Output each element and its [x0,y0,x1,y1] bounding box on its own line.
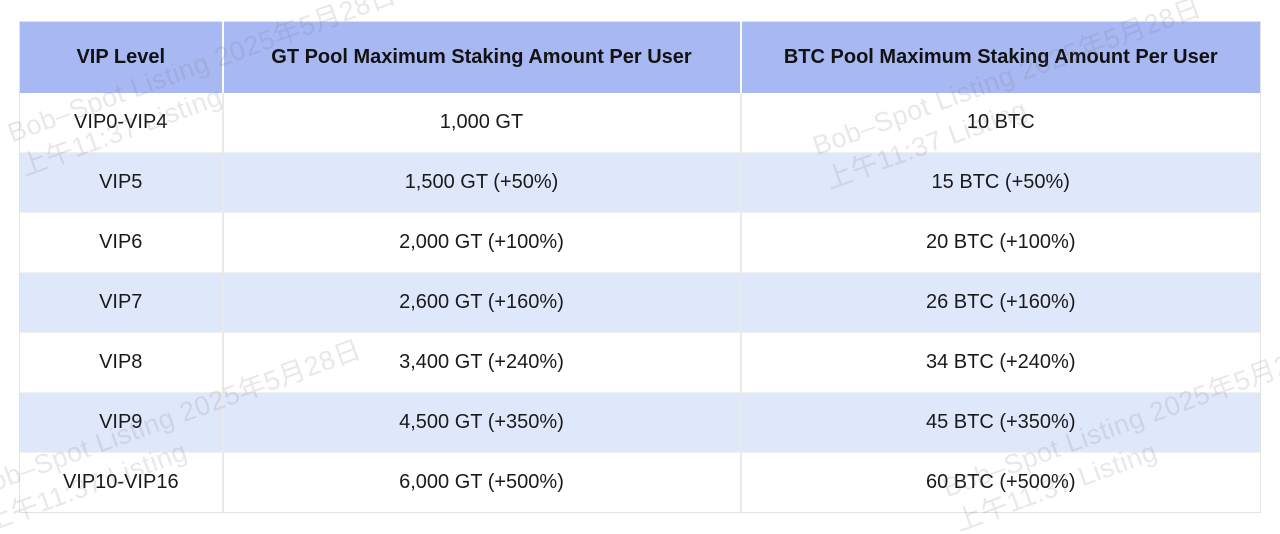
vip-level-cell: VIP0-VIP4 [19,92,224,153]
table-row: VIP7 2,600 GT (+160%) 26 BTC (+160%) [19,272,1261,333]
btc-pool-cell: 34 BTC (+240%) [740,332,1261,393]
gt-pool-cell: 3,400 GT (+240%) [222,332,742,393]
table-row: VIP8 3,400 GT (+240%) 34 BTC (+240%) [19,332,1261,393]
btc-pool-cell: 45 BTC (+350%) [740,392,1261,453]
gt-pool-cell: 6,000 GT (+500%) [222,452,742,513]
col-header-gt-pool: GT Pool Maximum Staking Amount Per User [222,21,742,93]
btc-pool-cell: 60 BTC (+500%) [740,452,1261,513]
vip-level-cell: VIP7 [19,272,224,333]
gt-pool-cell: 1,500 GT (+50%) [222,152,742,213]
table-header-row: VIP Level GT Pool Maximum Staking Amount… [19,21,1261,93]
staking-limits-table: VIP Level GT Pool Maximum Staking Amount… [19,21,1261,513]
gt-pool-cell: 4,500 GT (+350%) [222,392,742,453]
staking-limits-table-container: VIP Level GT Pool Maximum Staking Amount… [19,21,1261,513]
btc-pool-cell: 10 BTC [740,92,1261,153]
table-row: VIP10-VIP16 6,000 GT (+500%) 60 BTC (+50… [19,452,1261,513]
vip-level-cell: VIP9 [19,392,224,453]
vip-level-cell: VIP6 [19,212,224,273]
table-row: VIP6 2,000 GT (+100%) 20 BTC (+100%) [19,212,1261,273]
col-header-btc-pool: BTC Pool Maximum Staking Amount Per User [740,21,1261,93]
gt-pool-cell: 1,000 GT [222,92,742,153]
btc-pool-cell: 15 BTC (+50%) [740,152,1261,213]
gt-pool-cell: 2,000 GT (+100%) [222,212,742,273]
table-row: VIP0-VIP4 1,000 GT 10 BTC [19,92,1261,153]
vip-level-cell: VIP8 [19,332,224,393]
vip-level-cell: VIP5 [19,152,224,213]
gt-pool-cell: 2,600 GT (+160%) [222,272,742,333]
btc-pool-cell: 26 BTC (+160%) [740,272,1261,333]
table-row: VIP9 4,500 GT (+350%) 45 BTC (+350%) [19,392,1261,453]
vip-level-cell: VIP10-VIP16 [19,452,224,513]
table-row: VIP5 1,500 GT (+50%) 15 BTC (+50%) [19,152,1261,213]
col-header-vip-level: VIP Level [19,21,224,93]
btc-pool-cell: 20 BTC (+100%) [740,212,1261,273]
